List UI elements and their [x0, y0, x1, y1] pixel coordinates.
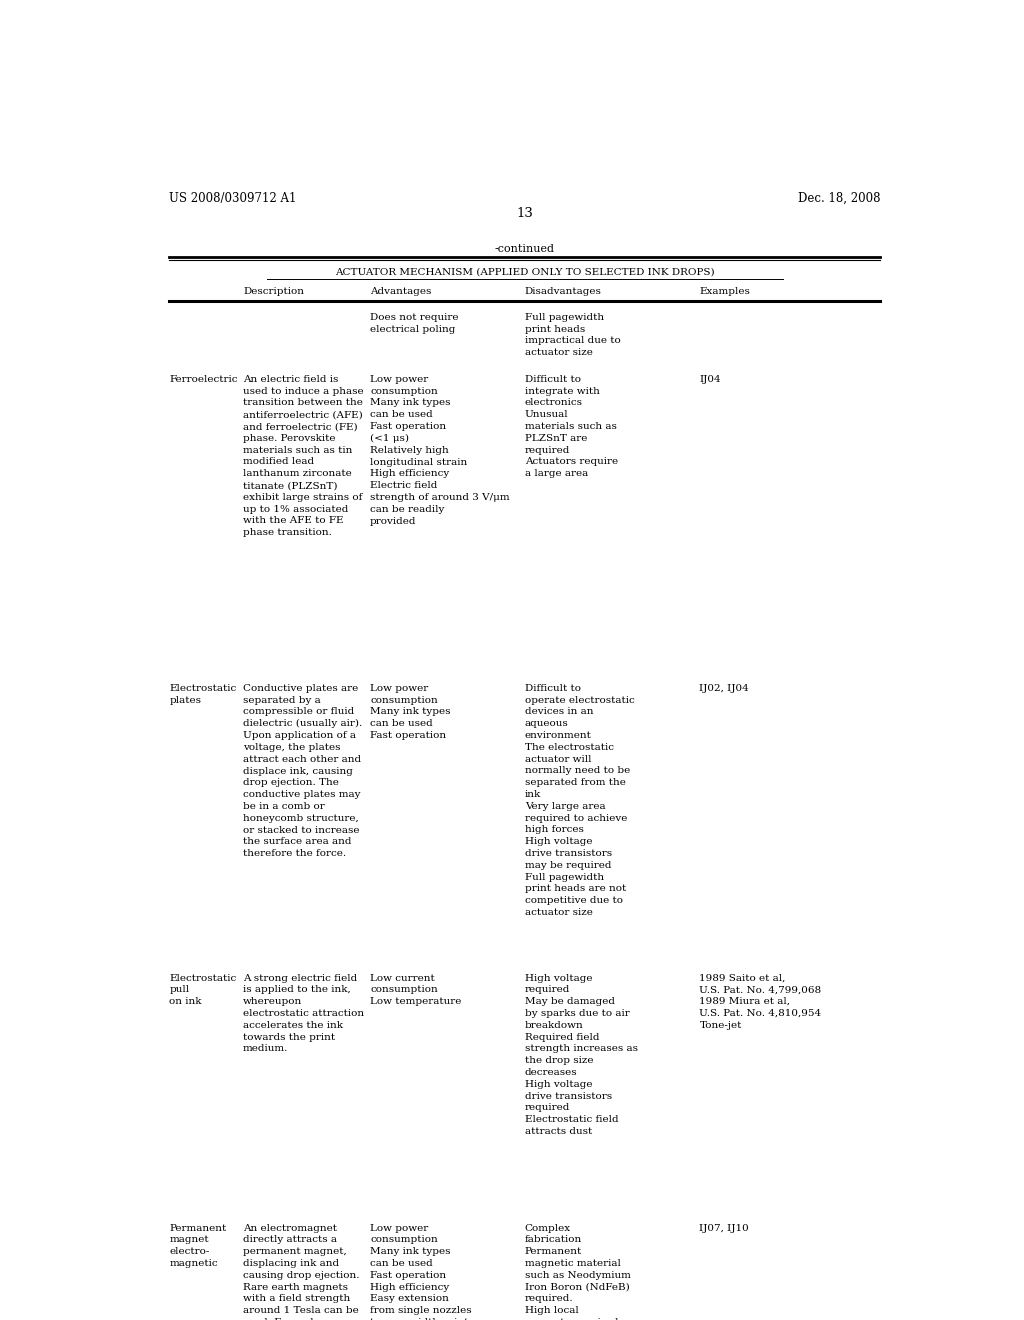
Text: 1989 Saito et al,
U.S. Pat. No. 4,799,068
1989 Miura et al,
U.S. Pat. No. 4,810,: 1989 Saito et al, U.S. Pat. No. 4,799,06… [699, 974, 821, 1030]
Text: Description: Description [243, 288, 304, 297]
Text: Full pagewidth
print heads
impractical due to
actuator size: Full pagewidth print heads impractical d… [524, 313, 621, 358]
Text: Permanent
magnet
electro-
magnetic: Permanent magnet electro- magnetic [169, 1224, 226, 1269]
Text: Low power
consumption
Many ink types
can be used
Fast operation
High efficiency
: Low power consumption Many ink types can… [370, 1224, 472, 1320]
Text: IJ07, IJ10: IJ07, IJ10 [699, 1224, 750, 1233]
Text: Dec. 18, 2008: Dec. 18, 2008 [798, 191, 881, 205]
Text: US 2008/0309712 A1: US 2008/0309712 A1 [169, 191, 297, 205]
Text: 13: 13 [516, 207, 534, 220]
Text: An electromagnet
directly attracts a
permanent magnet,
displacing ink and
causin: An electromagnet directly attracts a per… [243, 1224, 362, 1320]
Text: IJ02, IJ04: IJ02, IJ04 [699, 684, 750, 693]
Text: High voltage
required
May be damaged
by sparks due to air
breakdown
Required fie: High voltage required May be damaged by … [524, 974, 638, 1137]
Text: Conductive plates are
separated by a
compressible or fluid
dielectric (usually a: Conductive plates are separated by a com… [243, 684, 362, 858]
Text: Difficult to
operate electrostatic
devices in an
aqueous
environment
The electro: Difficult to operate electrostatic devic… [524, 684, 635, 917]
Text: A strong electric field
is applied to the ink,
whereupon
electrostatic attractio: A strong electric field is applied to th… [243, 974, 365, 1053]
Text: Does not require
electrical poling: Does not require electrical poling [370, 313, 459, 334]
Text: Low power
consumption
Many ink types
can be used
Fast operation: Low power consumption Many ink types can… [370, 684, 451, 741]
Text: Examples: Examples [699, 288, 751, 297]
Text: Difficult to
integrate with
electronics
Unusual
materials such as
PLZSnT are
req: Difficult to integrate with electronics … [524, 375, 617, 478]
Text: Complex
fabrication
Permanent
magnetic material
such as Neodymium
Iron Boron (Nd: Complex fabrication Permanent magnetic m… [524, 1224, 632, 1320]
Text: Electrostatic
pull
on ink: Electrostatic pull on ink [169, 974, 237, 1006]
Text: IJ04: IJ04 [699, 375, 721, 384]
Text: ACTUATOR MECHANISM (APPLIED ONLY TO SELECTED INK DROPS): ACTUATOR MECHANISM (APPLIED ONLY TO SELE… [335, 267, 715, 276]
Text: An electric field is
used to induce a phase
transition between the
antiferroelec: An electric field is used to induce a ph… [243, 375, 364, 537]
Text: -continued: -continued [495, 244, 555, 253]
Text: Low power
consumption
Many ink types
can be used
Fast operation
(<1 μs)
Relative: Low power consumption Many ink types can… [370, 375, 510, 525]
Text: Low current
consumption
Low temperature: Low current consumption Low temperature [370, 974, 462, 1006]
Text: Ferroelectric: Ferroelectric [169, 375, 238, 384]
Text: Advantages: Advantages [370, 288, 431, 297]
Text: Disadvantages: Disadvantages [524, 288, 602, 297]
Text: Electrostatic
plates: Electrostatic plates [169, 684, 237, 705]
